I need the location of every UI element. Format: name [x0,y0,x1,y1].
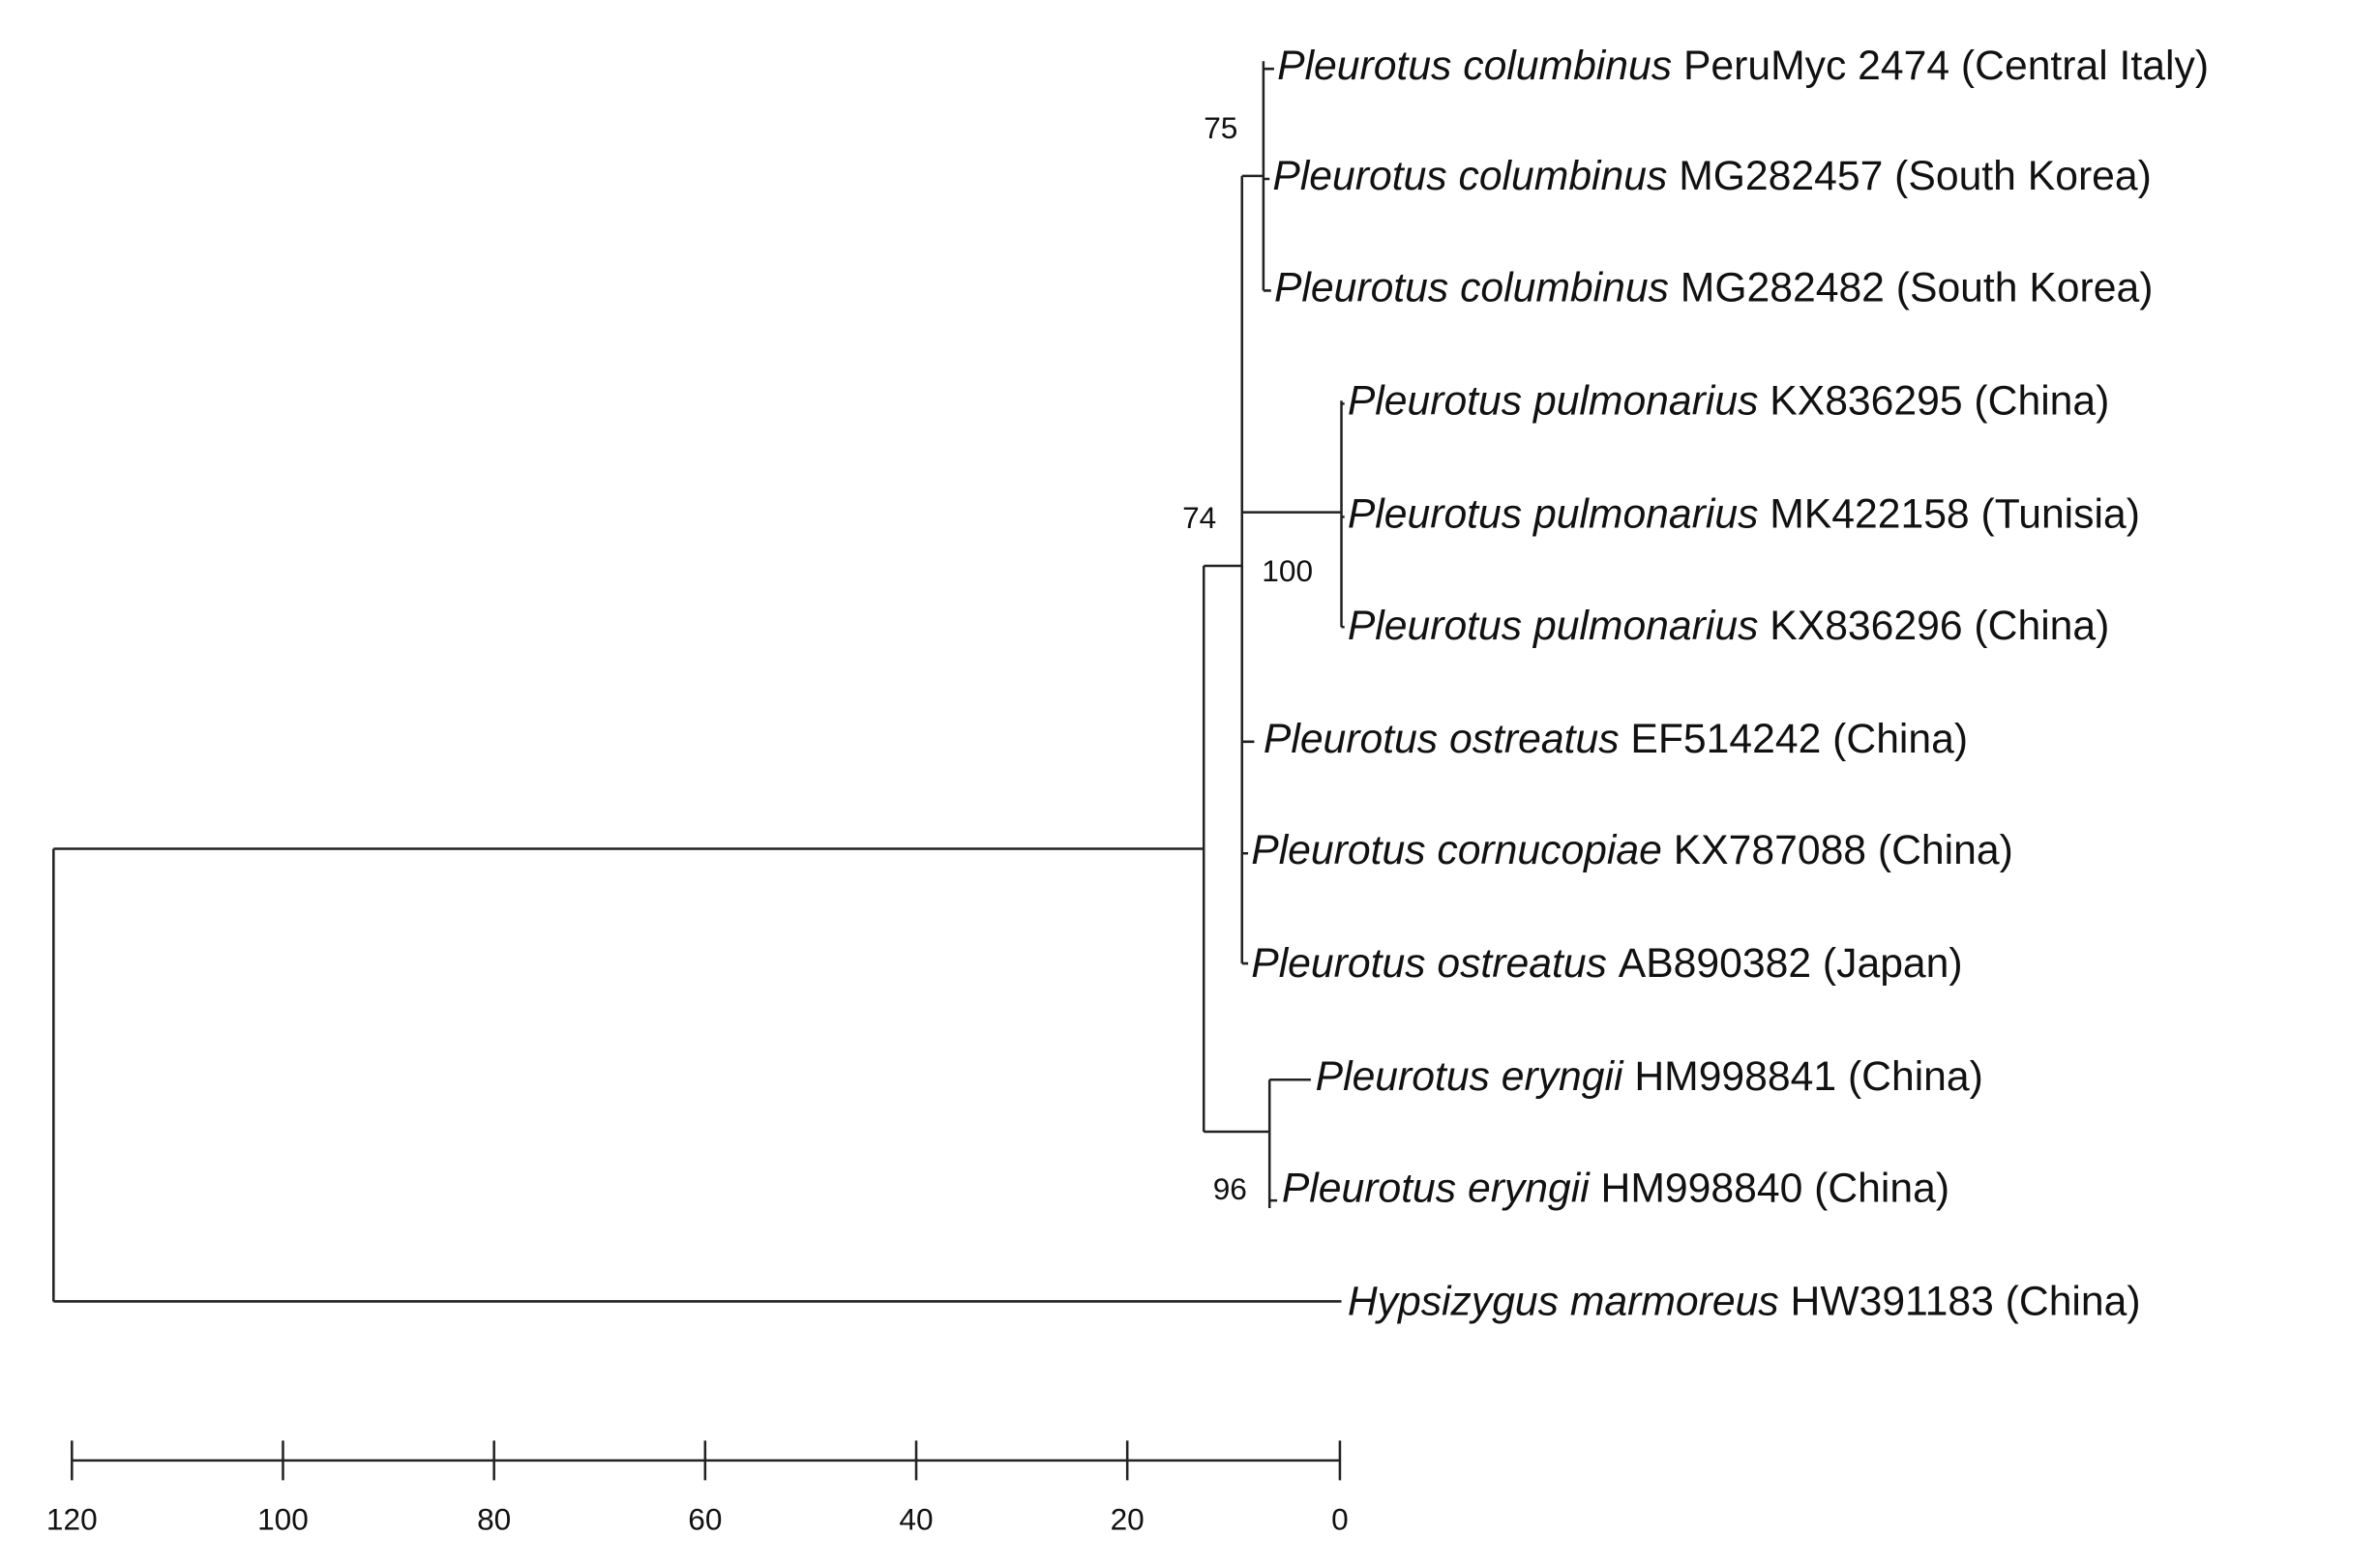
accession: HM998840 (China) [1601,1166,1950,1212]
scale-tick-label: 60 [688,1501,722,1536]
leaf-label: Pleurotus ostreatus AB890382 (Japan) [1251,940,1962,987]
accession: HM998841 (China) [1634,1053,1983,1100]
scale-tick-label: 100 [257,1501,309,1536]
leaf-label: Pleurotus cornucopiae KX787088 (China) [1251,828,2013,874]
bootstrap-value: 74 [1182,500,1216,535]
leaf-label: Pleurotus columbinus MG282457 (South Kor… [1272,153,2151,199]
accession: PeruMyc 2474 (Central Italy) [1683,43,2209,89]
scale-bar: 120 100 80 60 40 20 0 [46,1440,1349,1536]
species: Pleurotus eryngii [1282,1166,1591,1212]
leaf-label: Pleurotus pulmonarius KX836296 (China) [1348,603,2110,649]
scale-tick-label: 0 [1331,1501,1349,1536]
accession: KX836295 (China) [1770,378,2109,425]
species: Pleurotus ostreatus [1251,940,1607,987]
accession: MG282482 (South Korea) [1681,265,2154,311]
bootstrap-value: 75 [1204,110,1237,145]
bootstrap-labels: 75 74 100 96 [1182,110,1313,1206]
species: Pleurotus pulmonarius [1348,603,1759,649]
species: Pleurotus columbinus [1277,43,1672,89]
leaf-label: Pleurotus eryngii HM998840 (China) [1282,1166,1949,1212]
branch [1241,400,1345,629]
species: Pleurotus eryngii [1316,1053,1624,1100]
accession: AB890382 (Japan) [1619,940,1963,987]
scale-tick-label: 80 [477,1501,511,1536]
species: Hypsizygus marmoreus [1348,1279,1779,1325]
accession: MK422158 (Tunisia) [1770,491,2140,538]
scale-axis [71,1440,1342,1481]
branch [52,847,1342,1303]
accession: EF514242 (China) [1630,716,1968,762]
branch [1267,1078,1311,1209]
scale-tick-label: 40 [899,1501,933,1536]
leaf-label: Pleurotus pulmonarius MK422158 (Tunisia) [1348,491,2140,538]
scale-tick-label: 120 [46,1501,98,1536]
scale-tick-label: 20 [1111,1501,1145,1536]
accession: KX836296 (China) [1770,603,2109,649]
species: Pleurotus columbinus [1274,265,1669,311]
accession: KX787088 (China) [1674,828,2013,874]
bootstrap-value: 100 [1262,553,1313,588]
leaf-label: Pleurotus eryngii HM998841 (China) [1316,1053,1983,1100]
bootstrap-value: 96 [1213,1171,1247,1206]
leaf-label: Pleurotus columbinus MG282482 (South Kor… [1274,265,2153,311]
species: Pleurotus cornucopiae [1251,828,1662,874]
species: Pleurotus ostreatus [1264,716,1620,762]
leaf-label: Hypsizygus marmoreus HW391183 (China) [1348,1279,2141,1325]
species: Pleurotus columbinus [1272,153,1667,199]
leaf-labels: Pleurotus columbinus PeruMyc 2474 (Centr… [1251,43,2209,1324]
species: Pleurotus pulmonarius [1348,491,1759,538]
accession: HW391183 (China) [1791,1279,2141,1325]
leaf-label: Pleurotus pulmonarius KX836295 (China) [1348,378,2110,425]
species: Pleurotus pulmonarius [1348,378,1759,425]
accession: MG282457 (South Korea) [1679,153,2152,199]
leaf-label: Pleurotus ostreatus EF514242 (China) [1264,716,1968,762]
branch [1240,175,1255,965]
branches [52,61,1345,1303]
branch [1241,61,1274,292]
leaf-label: Pleurotus columbinus PeruMyc 2474 (Centr… [1277,43,2209,89]
